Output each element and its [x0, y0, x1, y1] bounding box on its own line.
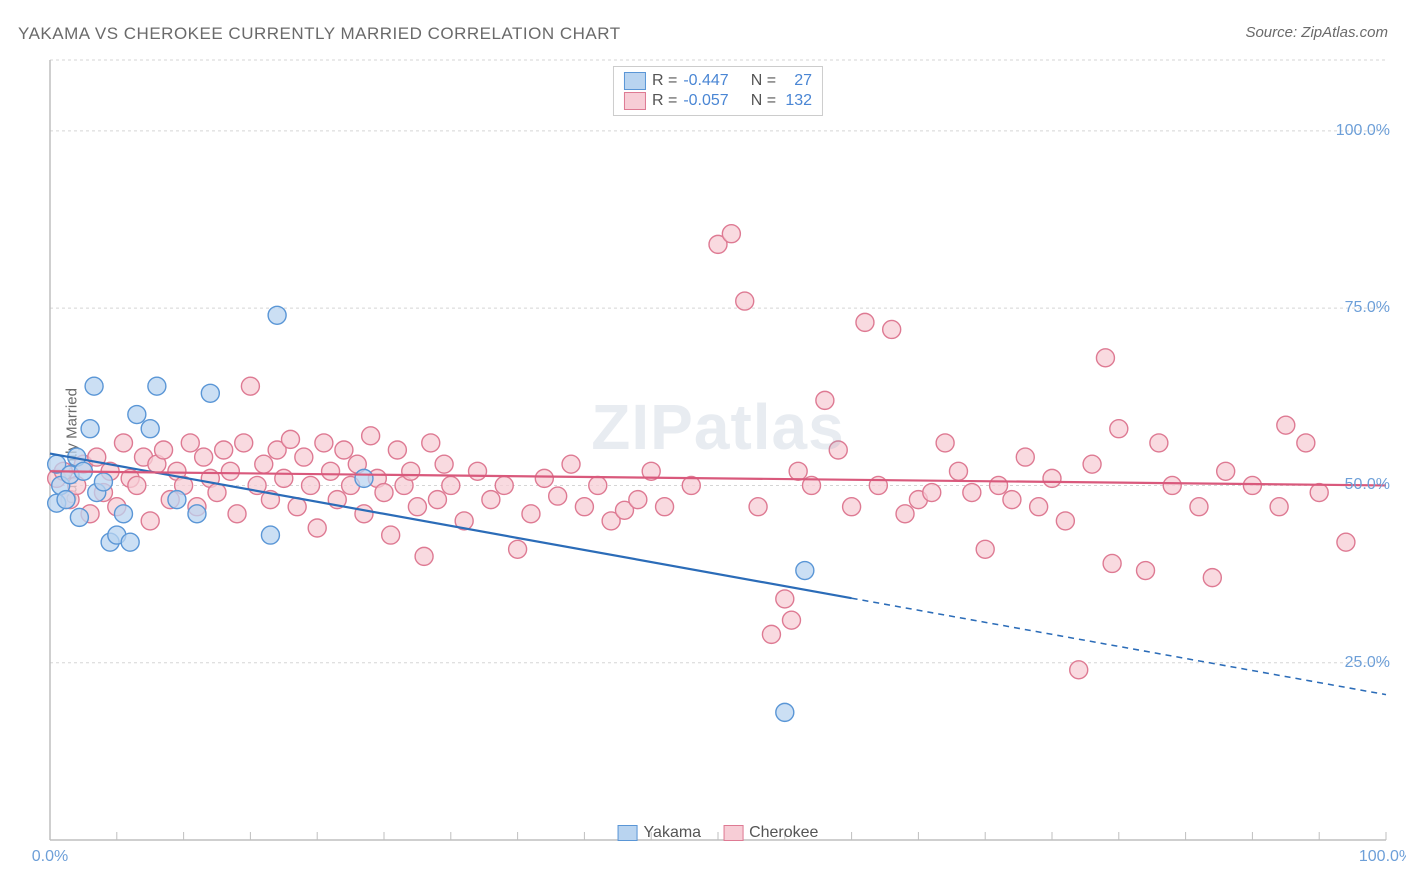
- correlation-legend: R = -0.447 N = 27 R = -0.057 N = 132: [613, 66, 823, 116]
- y-tick-label: 50.0%: [1345, 476, 1390, 494]
- legend-row-cherokee: R = -0.057 N = 132: [624, 91, 812, 111]
- y-tick-label: 100.0%: [1336, 122, 1390, 140]
- x-tick-label: 0.0%: [32, 848, 68, 866]
- x-tick-label: 100.0%: [1359, 848, 1406, 866]
- r-label: R =: [652, 92, 677, 110]
- swatch-cherokee: [723, 825, 743, 841]
- plot-area: ZIPatlas R = -0.447 N = 27 R = -0.057 N …: [50, 60, 1386, 840]
- y-tick-label: 25.0%: [1345, 654, 1390, 672]
- swatch-cherokee: [624, 92, 646, 110]
- n-value-yakama: 27: [782, 72, 812, 90]
- legend-label-cherokee: Cherokee: [749, 824, 818, 842]
- chart-title: YAKAMA VS CHEROKEE CURRENTLY MARRIED COR…: [18, 24, 621, 44]
- r-value-cherokee: -0.057: [683, 92, 728, 110]
- scatter-chart: [50, 60, 1386, 840]
- y-tick-label: 75.0%: [1345, 299, 1390, 317]
- source-attribution: Source: ZipAtlas.com: [1245, 24, 1388, 41]
- r-label: R =: [652, 72, 677, 90]
- swatch-yakama: [618, 825, 638, 841]
- legend-item-yakama: Yakama: [618, 824, 702, 842]
- legend-label-yakama: Yakama: [644, 824, 702, 842]
- n-label: N =: [751, 72, 776, 90]
- n-value-cherokee: 132: [782, 92, 812, 110]
- n-label: N =: [751, 92, 776, 110]
- r-value-yakama: -0.447: [683, 72, 728, 90]
- swatch-yakama: [624, 72, 646, 90]
- legend-item-cherokee: Cherokee: [723, 824, 818, 842]
- legend-row-yakama: R = -0.447 N = 27: [624, 71, 812, 91]
- series-legend: Yakama Cherokee: [618, 824, 819, 842]
